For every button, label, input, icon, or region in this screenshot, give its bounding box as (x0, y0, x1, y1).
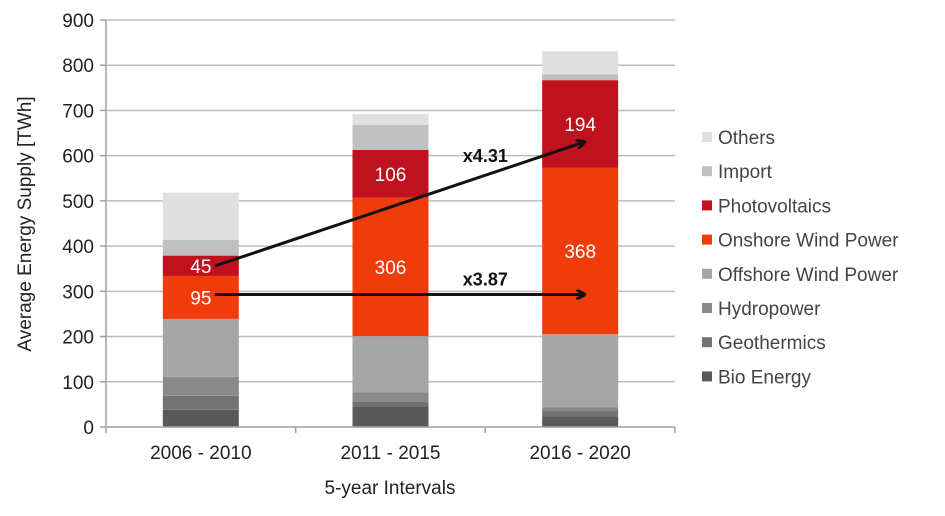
legend-item: Import (702, 162, 773, 183)
bar-segment-offshore-wind-power (352, 336, 429, 393)
bar-segment-onshore-wind-power (162, 275, 239, 319)
x-tick-label: 2011 - 2015 (340, 443, 440, 464)
legend-swatch (702, 268, 712, 279)
legend-label: Offshore Wind Power (718, 265, 899, 286)
y-tick-label: 300 (62, 282, 94, 303)
data-label: 306 (375, 258, 407, 279)
bar-segment-onshore-wind-power (542, 167, 619, 335)
bar-segment-others (352, 114, 429, 125)
bar-segment-geothermics (162, 395, 239, 410)
y-tick-label: 400 (62, 237, 94, 258)
legend-swatch (702, 200, 712, 211)
bar-segment-hydropower (162, 376, 239, 396)
legend-swatch (702, 371, 712, 382)
bar-segment-offshore-wind-power (542, 334, 619, 408)
data-label: 194 (564, 115, 596, 136)
legend-item: Hydropower (702, 299, 821, 320)
legend-label: Onshore Wind Power (718, 231, 899, 252)
bar-segment-others (542, 51, 619, 75)
bar-segment-offshore-wind-power (162, 318, 239, 377)
legend-label: Import (718, 162, 773, 183)
data-label: 45 (190, 257, 211, 278)
y-tick-label: 0 (83, 418, 94, 439)
y-tick-label: 500 (62, 192, 94, 213)
bar-segment-hydropower (542, 407, 619, 411)
legend-item: Others (702, 128, 775, 149)
bar-segment-others (162, 192, 239, 240)
bar-segment-hydropower (352, 392, 429, 402)
bar-segment-bio-energy (352, 406, 429, 427)
legend-swatch (702, 337, 712, 348)
bar-segment-onshore-wind-power (352, 197, 429, 337)
legend-swatch (702, 303, 712, 313)
bar-segment-photovoltaics (352, 149, 429, 198)
data-label: 95 (190, 288, 211, 309)
bars: 95 45 306 106 368 194 (162, 51, 619, 427)
legend-item: Geothermics (702, 333, 826, 354)
annotations: x4.31 x3.87 (214, 142, 584, 294)
y-tick-label: 800 (62, 56, 94, 77)
y-tick-label: 200 (62, 328, 94, 349)
y-axis-title: Average Energy Supply [TWh] (15, 96, 36, 351)
bar-segment-photovoltaics (162, 255, 239, 276)
axes: 0 100 200 300 400 500 600 700 800 900 2006 - 2010 2… (62, 11, 676, 464)
legend-swatch (702, 166, 712, 177)
bar-segment-bio-energy (542, 416, 619, 427)
y-tick-label: 700 (62, 101, 94, 122)
legend-swatch (702, 234, 712, 245)
legend-label: Hydropower (718, 299, 821, 320)
legend-label: Photovoltaics (718, 196, 831, 217)
x-tick-label: 2016 - 2020 (529, 443, 630, 464)
bar-segment-geothermics (352, 401, 429, 407)
legend-item: Bio Energy (702, 367, 811, 388)
y-tick-label: 900 (62, 11, 94, 32)
growth-label: x4.31 (463, 146, 508, 166)
x-tick-label: 2006 - 2010 (150, 443, 251, 464)
growth-label: x3.87 (463, 269, 508, 289)
y-tick-label: 600 (62, 147, 94, 168)
legend-label: Geothermics (718, 333, 826, 354)
bar-segment-import (542, 74, 619, 81)
y-tick-label: 100 (62, 373, 94, 394)
bar-segment-geothermics (542, 410, 619, 417)
legend-item: Photovoltaics (702, 196, 831, 217)
legend: Others Import Photovoltaics Onshore Wind Po… (702, 128, 899, 388)
data-label: 106 (375, 165, 407, 186)
growth-arrow (214, 142, 584, 268)
bar-segment-bio-energy (162, 409, 239, 427)
x-axis-title: 5-year Intervals (325, 478, 456, 499)
legend-swatch (702, 132, 712, 142)
legend-item: Onshore Wind Power (702, 231, 899, 252)
legend-item: Offshore Wind Power (702, 265, 899, 286)
legend-label: Bio Energy (718, 367, 811, 388)
bar-segment-import (352, 124, 429, 150)
data-label: 368 (564, 242, 596, 263)
bar-segment-import (162, 239, 239, 256)
legend-label: Others (718, 128, 775, 149)
